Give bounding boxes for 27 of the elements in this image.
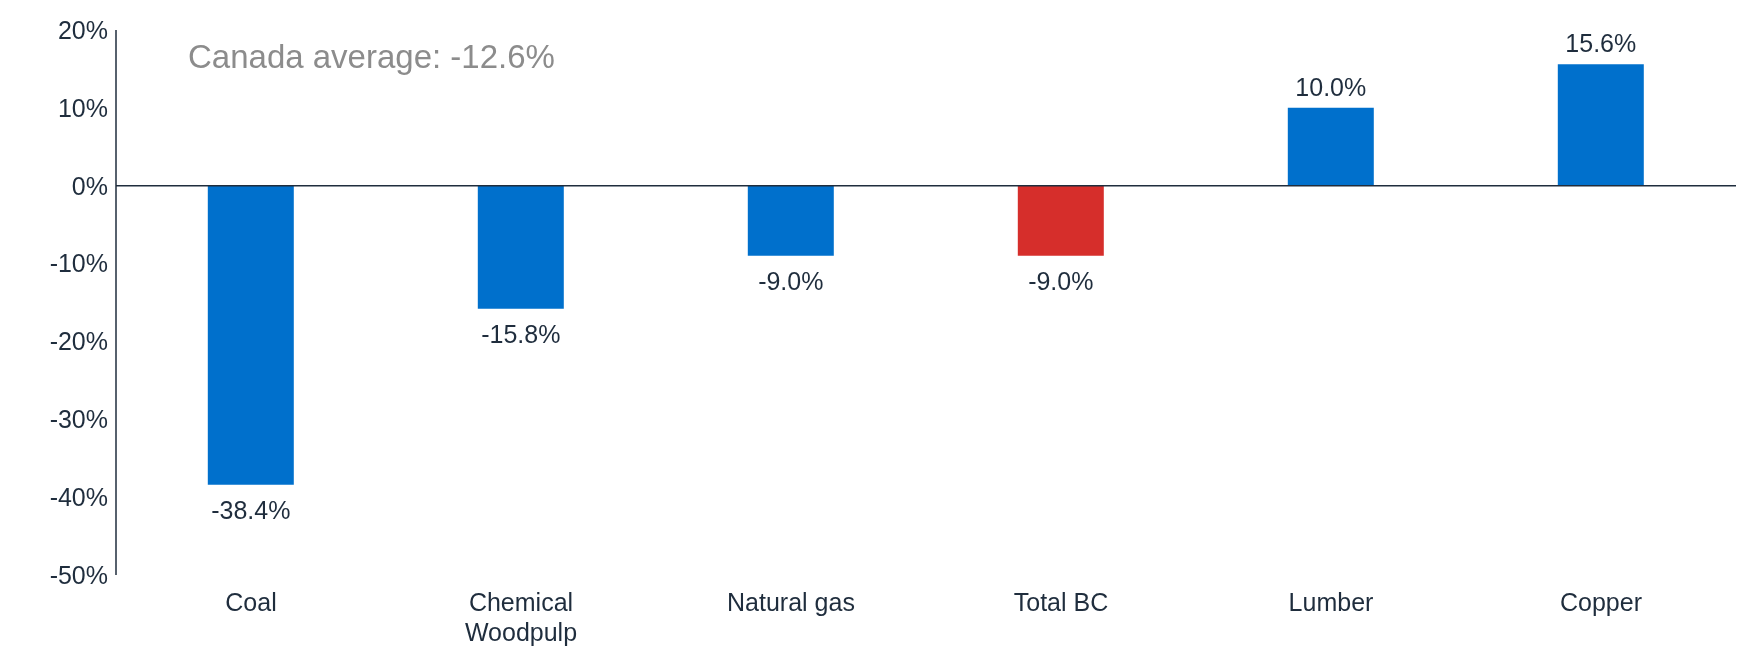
x-tick-label: Lumber	[1288, 588, 1374, 616]
y-tick-label: -50%	[49, 560, 108, 589]
y-tick-label: -30%	[49, 405, 108, 434]
bar	[747, 185, 834, 256]
x-tick-label: Chemical Woodpulp	[464, 588, 578, 646]
data-label: -9.0%	[758, 266, 824, 295]
bar	[1557, 64, 1644, 186]
bar	[1017, 185, 1104, 256]
annotation: Canada average: -12.6%	[188, 38, 555, 76]
y-tick-label: -10%	[49, 249, 108, 278]
data-label: -15.8%	[481, 319, 561, 348]
data-label: -38.4%	[211, 495, 291, 524]
data-label: -9.0%	[1028, 266, 1094, 295]
x-tick-label: Copper	[1560, 588, 1642, 616]
x-tick-label: Total BC	[1013, 588, 1109, 616]
data-label: 10.0%	[1295, 72, 1367, 101]
bar	[1287, 107, 1374, 186]
y-tick-label: 10%	[57, 93, 108, 122]
x-tick-label: Coal	[225, 588, 277, 616]
y-tick-label: -40%	[49, 483, 108, 512]
y-tick-label: 0%	[71, 171, 108, 200]
data-label: 15.6%	[1565, 29, 1637, 58]
y-tick-label: 20%	[57, 15, 108, 44]
bar	[477, 185, 564, 309]
x-tick-label: Natural gas	[727, 588, 855, 616]
bar	[207, 185, 294, 485]
y-tick-label: -20%	[49, 327, 108, 356]
